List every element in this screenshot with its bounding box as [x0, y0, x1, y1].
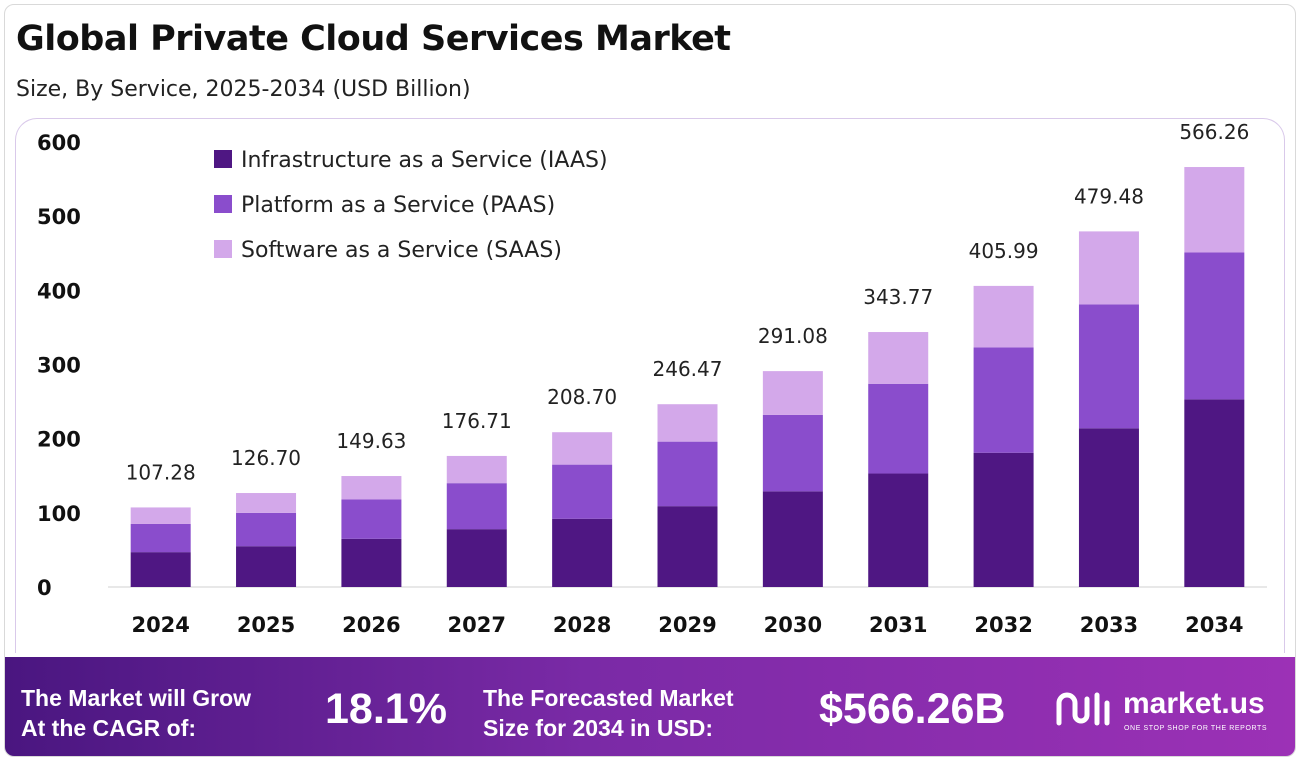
x-tick-label: 2033	[1080, 613, 1138, 637]
bar-segment-1	[341, 538, 402, 587]
bar-total-label: 176.71	[442, 409, 512, 433]
legend-label: Infrastructure as a Service (IAAS)	[241, 148, 608, 173]
chart-subtitle: Size, By Service, 2025-2034 (USD Billion…	[16, 77, 471, 102]
bar-segment-3	[973, 285, 1034, 348]
y-tick-label: 0	[37, 576, 52, 600]
bar-total-label: 343.77	[863, 285, 933, 309]
y-tick-label: 400	[37, 279, 81, 303]
bar-segment-1	[236, 546, 297, 587]
cagr-label-line1: The Market will Grow	[21, 685, 252, 711]
bar-segment-1	[1078, 428, 1139, 587]
bar-segment-3	[446, 455, 507, 484]
bar-segment-2	[657, 441, 718, 507]
bar-total-label: 208.70	[547, 385, 617, 409]
x-tick-label: 2027	[448, 613, 506, 637]
forecast-label: The Forecasted Market Size for 2034 in U…	[483, 683, 734, 743]
forecast-label-line1: The Forecasted Market	[483, 685, 734, 711]
bar-total-label: 566.26	[1179, 120, 1249, 144]
legend-label: Platform as a Service (PAAS)	[241, 193, 555, 218]
x-tick-label: 2024	[131, 613, 189, 637]
bar-segment-1	[552, 518, 613, 587]
bar-total-label: 246.47	[653, 357, 723, 381]
bar-segment-2	[762, 414, 823, 492]
x-tick-label: 2031	[869, 613, 927, 637]
bar-segment-3	[762, 371, 823, 415]
cagr-label-line2: At the CAGR of:	[21, 715, 197, 741]
bar-total-label: 405.99	[969, 239, 1039, 263]
x-tick-label: 2029	[658, 613, 716, 637]
cagr-label: The Market will Grow At the CAGR of:	[21, 683, 251, 743]
market-us-logo-icon	[1056, 692, 1110, 726]
bar-total-label: 126.70	[231, 446, 301, 470]
y-tick-label: 100	[37, 502, 81, 526]
cagr-value: 18.1%	[325, 685, 447, 733]
bar-total-label: 479.48	[1074, 184, 1144, 208]
y-tick-label: 300	[37, 354, 81, 378]
forecast-value: $566.26B	[819, 685, 1006, 733]
brand-name[interactable]: market.us	[1123, 687, 1265, 720]
y-tick-label: 200	[37, 428, 81, 452]
bar-segment-2	[130, 523, 191, 553]
bar-segment-1	[130, 552, 191, 587]
bar-segment-2	[868, 383, 929, 474]
legend-swatch	[214, 240, 232, 258]
x-tick-label: 2028	[553, 613, 611, 637]
legend-swatch	[214, 195, 232, 213]
bar-segment-3	[341, 476, 402, 500]
bar-segment-3	[1078, 231, 1139, 305]
bar-total-label: 107.28	[126, 460, 196, 484]
y-tick-label: 500	[37, 205, 81, 229]
bar-segment-3	[236, 493, 297, 513]
bar-segment-1	[868, 473, 929, 587]
bar-segment-2	[1184, 252, 1245, 400]
bar-segment-2	[446, 483, 507, 530]
chart-title: Global Private Cloud Services Market	[16, 19, 731, 59]
bar-total-label: 149.63	[336, 429, 406, 453]
bar-segment-3	[130, 507, 191, 524]
footer-banner: The Market will Grow At the CAGR of: 18.…	[5, 657, 1295, 756]
x-tick-label: 2030	[764, 613, 822, 637]
x-tick-label: 2026	[342, 613, 400, 637]
bar-segment-2	[341, 499, 402, 539]
legend-swatch	[214, 150, 232, 168]
y-tick-label: 600	[37, 131, 81, 155]
x-tick-label: 2034	[1185, 613, 1243, 637]
x-tick-label: 2032	[974, 613, 1032, 637]
bar-segment-2	[973, 347, 1034, 453]
forecast-label-line2: Size for 2034 in USD:	[483, 715, 714, 741]
bar-segment-1	[657, 506, 718, 587]
stacked-bar-chart: 0 100 200 300 400 500 600 107.28 2024 126.70 2025 1…	[37, 120, 1267, 637]
bar-segment-2	[1078, 304, 1139, 429]
bar-total-label: 291.08	[758, 324, 828, 348]
bar-segment-3	[657, 404, 718, 442]
bar-segment-3	[552, 432, 613, 465]
x-tick-label: 2025	[237, 613, 295, 637]
bar-segment-1	[973, 452, 1034, 587]
bar-segment-2	[552, 464, 613, 519]
bar-segment-3	[1184, 167, 1245, 253]
bar-segment-3	[868, 332, 929, 384]
bar-segment-1	[1184, 399, 1245, 587]
bar-segment-1	[762, 491, 823, 587]
brand-tagline: ONE STOP SHOP FOR THE REPORTS	[1124, 725, 1268, 732]
chart-frame	[15, 118, 1285, 653]
bar-segment-2	[236, 512, 297, 547]
chart-card: Global Private Cloud Services Market Siz…	[4, 4, 1296, 757]
bar-segment-1	[446, 529, 507, 587]
legend-label: Software as a Service (SAAS)	[241, 238, 562, 263]
